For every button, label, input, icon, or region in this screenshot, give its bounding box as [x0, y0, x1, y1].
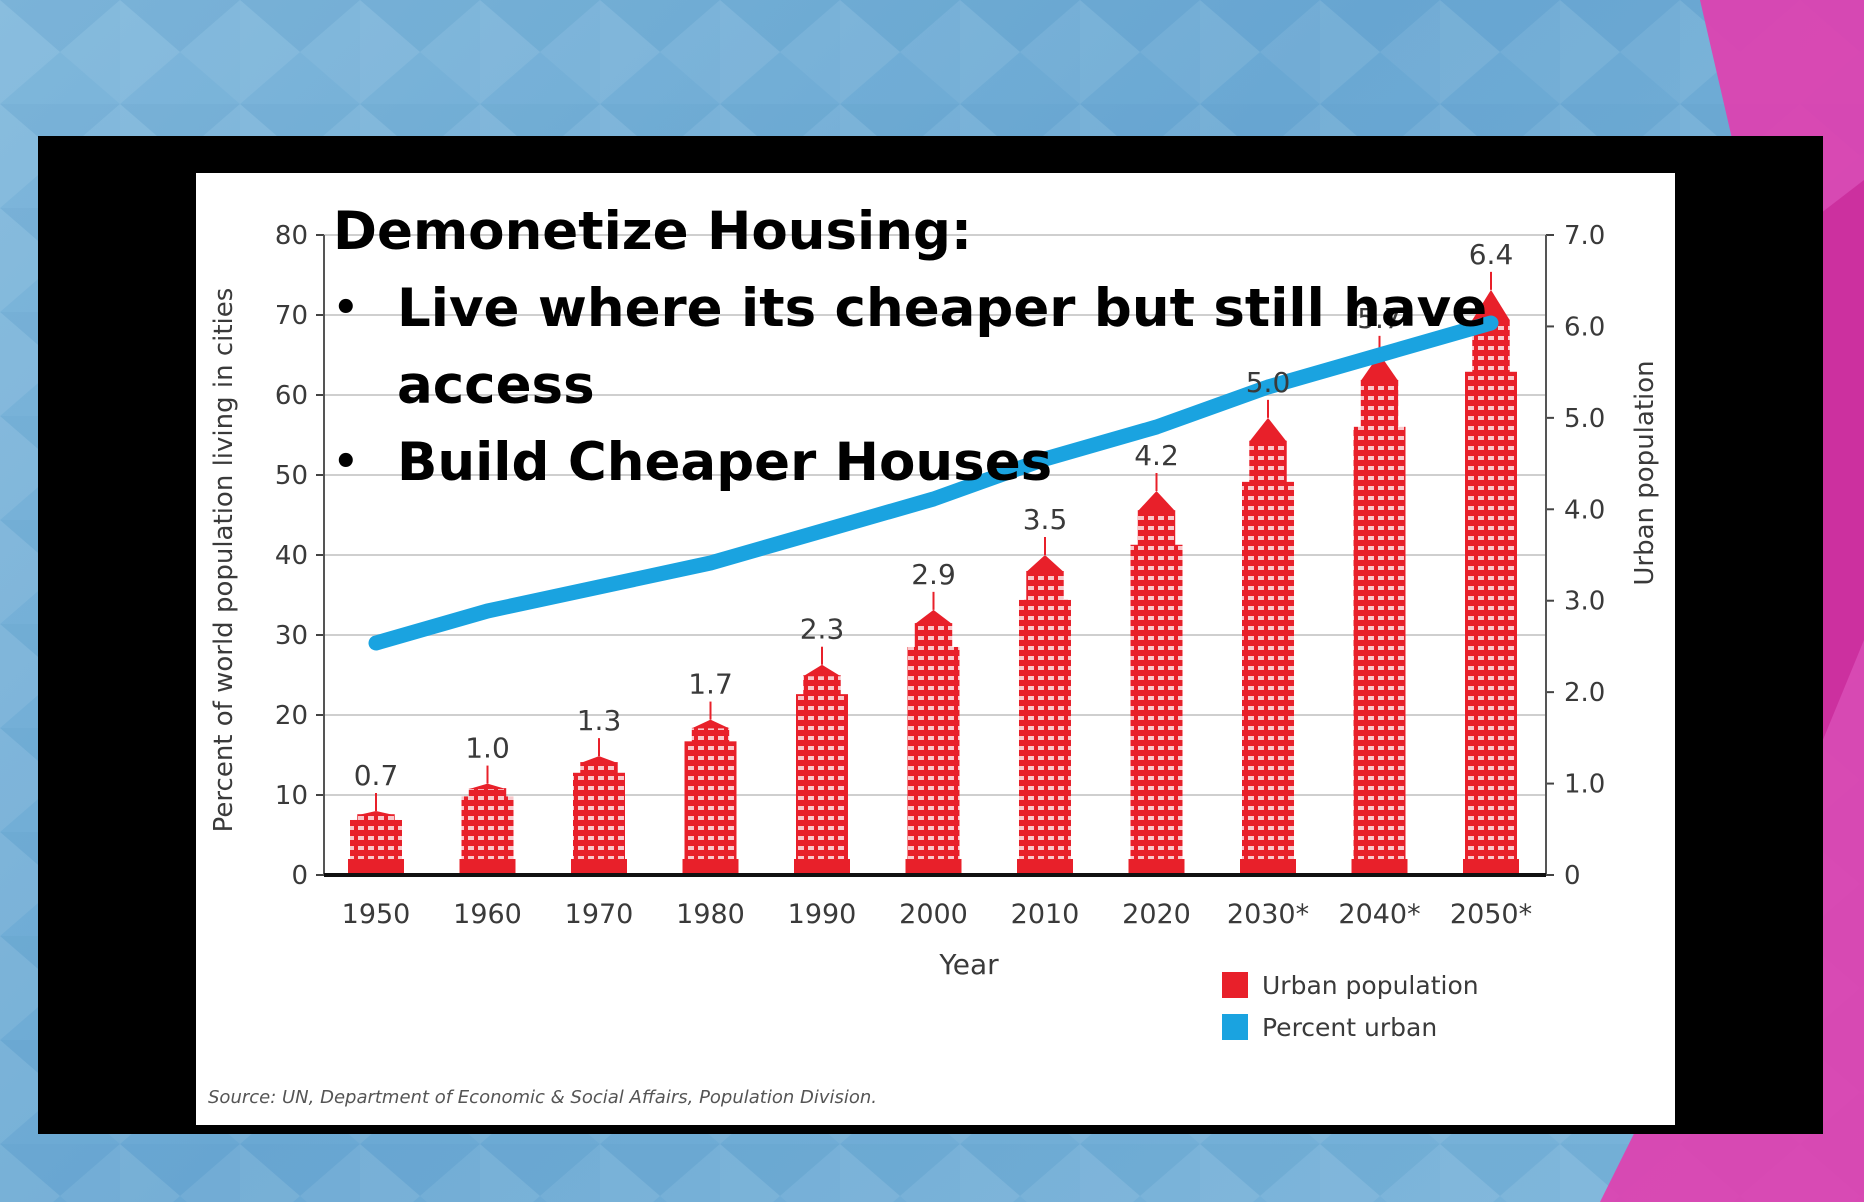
bar-upper	[803, 675, 841, 696]
left-tick-label: 80	[275, 221, 308, 251]
bar-body	[1242, 481, 1294, 875]
left-tick-label: 30	[275, 621, 308, 651]
x-tick-label: 1950	[342, 899, 411, 930]
left-tick-label: 20	[275, 701, 308, 731]
bar	[682, 701, 739, 875]
chart: 0102030405060708001.02.03.04.05.06.07.01…	[209, 221, 1660, 1042]
line-point	[596, 584, 602, 590]
bar-spire	[580, 756, 618, 764]
bar-base	[459, 859, 516, 875]
bar-data-label: 1.3	[577, 704, 622, 737]
bar-data-label: 6.4	[1469, 238, 1514, 271]
bar-body	[796, 694, 848, 875]
bar-body	[1130, 544, 1183, 875]
bar-data-label: 0.7	[354, 759, 399, 792]
bar-base	[1240, 859, 1296, 875]
left-axis-title: Percent of world population living in ci…	[209, 288, 239, 833]
bar-body	[573, 772, 625, 875]
x-tick-label: 1980	[676, 899, 745, 930]
bar-upper	[580, 762, 618, 774]
right-tick-label: 0	[1564, 861, 1581, 891]
bar-base	[905, 859, 962, 875]
x-axis-title: Year	[938, 948, 999, 981]
bar-base	[1128, 859, 1185, 875]
line-point	[819, 528, 825, 534]
x-tick-label: 2020	[1122, 899, 1191, 930]
legend-swatch-urban-population	[1222, 972, 1248, 998]
line-point	[373, 640, 379, 646]
bar-spire	[803, 664, 841, 677]
legend-swatch-percent-urban	[1222, 1014, 1248, 1040]
bar	[1128, 473, 1185, 875]
bar	[1351, 335, 1408, 875]
bar-upper	[914, 623, 953, 648]
legend-label-urban-population: Urban population	[1262, 971, 1479, 1000]
bar-upper	[468, 788, 507, 798]
headline-title: Demonetize Housing:	[333, 201, 973, 262]
bar-body	[1353, 426, 1406, 875]
bullet-item: Live where its cheaper but still have ac…	[333, 270, 1675, 424]
right-tick-label: 2.0	[1564, 678, 1605, 708]
left-tick-label: 10	[275, 781, 308, 811]
bar-spire	[1137, 491, 1176, 512]
x-tick-label: 2000	[899, 899, 968, 930]
bar	[459, 765, 516, 875]
left-tick-label: 50	[275, 461, 308, 491]
line-point	[484, 608, 491, 614]
bar-spire	[468, 783, 507, 790]
bar-base	[1017, 859, 1073, 875]
x-tick-label: 1970	[565, 899, 634, 930]
bar-body	[1019, 599, 1071, 875]
bar-data-label: 1.7	[688, 668, 733, 701]
bar-spire	[914, 609, 953, 625]
bar	[905, 591, 962, 875]
bar-spire	[691, 719, 730, 729]
bar-upper	[1137, 510, 1176, 546]
bar-spire	[1026, 555, 1064, 572]
x-tick-label: 2010	[1011, 899, 1080, 930]
bar-base	[571, 859, 627, 875]
bar-base	[682, 859, 739, 875]
bar-base	[1463, 859, 1519, 875]
left-tick-label: 70	[275, 301, 308, 331]
x-tick-label: 1960	[453, 899, 522, 930]
source-note: Source: UN, Department of Economic & Soc…	[208, 1087, 878, 1108]
bar-base	[348, 859, 404, 875]
bar-data-label: 2.3	[800, 613, 845, 646]
bar-body	[684, 741, 737, 875]
right-tick-label: 7.0	[1564, 221, 1605, 251]
bar-data-label: 1.0	[465, 732, 510, 765]
bar-upper	[1026, 571, 1064, 601]
line-point	[707, 560, 714, 566]
slide: 0 10 20 30 40 50 60 70 80 0 1.0 2.0 3.0 4.0 5.0 6.0 7.0 1…	[196, 173, 1675, 1125]
bar-base	[794, 859, 850, 875]
bullet-item: Build Cheaper Houses	[333, 424, 1675, 501]
right-tick-label: 1.0	[1564, 770, 1605, 800]
x-tick-label: 2040*	[1338, 899, 1420, 930]
legend-label-percent-urban: Percent urban	[1262, 1013, 1437, 1042]
bar-spire	[357, 811, 395, 816]
bar-upper	[357, 814, 395, 821]
bar	[348, 793, 404, 875]
x-tick-label: 2030*	[1227, 899, 1309, 930]
right-tick-label: 3.0	[1564, 587, 1605, 617]
left-tick-label: 0	[291, 861, 308, 891]
x-tick-label: 1990	[788, 899, 857, 930]
bar	[1017, 537, 1073, 875]
slide-headline: Demonetize Housing: Live where its cheap…	[333, 193, 1675, 501]
left-tick-label: 40	[275, 541, 308, 571]
bar	[571, 738, 627, 875]
bar-base	[1351, 859, 1408, 875]
left-tick-label: 60	[275, 381, 308, 411]
bar-upper	[691, 727, 730, 743]
bar-body	[907, 646, 960, 875]
headline-bullets: Live where its cheaper but still have ac…	[333, 270, 1675, 501]
bar-data-label: 2.9	[911, 558, 956, 591]
bar	[794, 646, 850, 875]
bar-data-label: 3.5	[1023, 503, 1068, 536]
x-tick-label: 2050*	[1450, 899, 1532, 930]
